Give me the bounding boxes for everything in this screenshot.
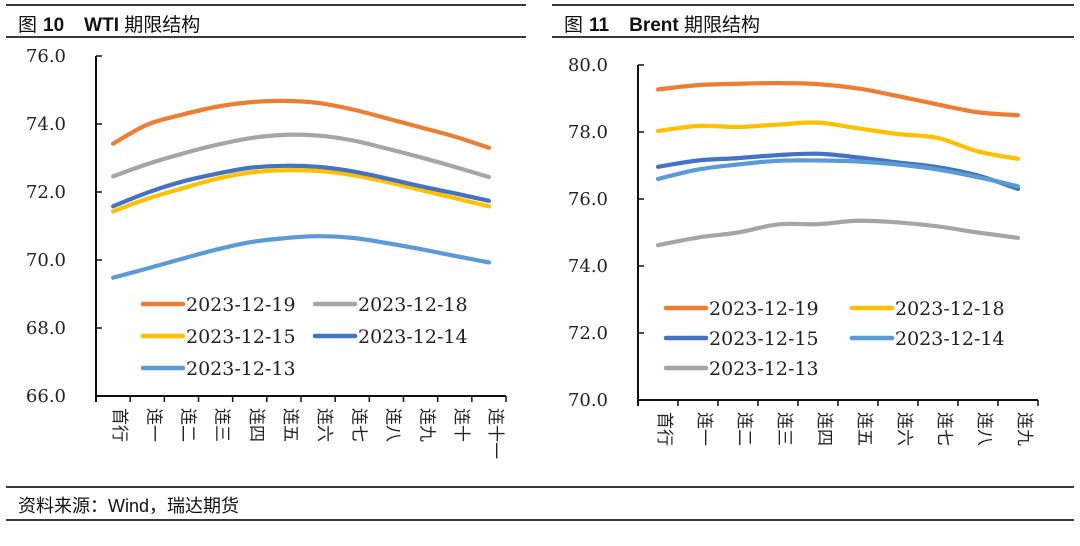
x-category-label: 首行: [109, 408, 129, 442]
series-line-2023-12-18: [110, 132, 492, 180]
series-line-2023-12-19: [110, 98, 492, 150]
y-tick-label: 70.0: [26, 250, 66, 271]
legend-item: 2023-12-18: [312, 294, 468, 316]
legend-item: 2023-12-19: [140, 294, 296, 316]
legend-label: 2023-12-14: [358, 326, 468, 348]
figure-title-brent: 图 11 Brent 期限结构: [564, 10, 760, 37]
x-category-label: 首行: [654, 412, 674, 446]
legend-label: 2023-12-13: [186, 358, 296, 380]
figure-number: 11: [589, 15, 610, 36]
series-line-2023-12-15: [110, 167, 492, 214]
x-category-label: 连四: [814, 412, 834, 446]
x-category-label: 连六: [894, 412, 914, 446]
legend-item: 2023-12-13: [140, 358, 296, 380]
x-category-label: 连四: [246, 408, 266, 442]
x-category-label: 连三: [774, 412, 794, 446]
series-line-2023-12-14: [655, 158, 1021, 189]
legend-label: 2023-12-15: [186, 326, 296, 348]
figure-title-wti: 图 10 WTI 期限结构: [18, 10, 200, 37]
legend-item: 2023-12-14: [312, 326, 468, 348]
legend-label: 2023-12-15: [709, 328, 819, 350]
y-tick-label: 72.0: [568, 323, 608, 344]
figure-prefix: 图: [564, 15, 584, 36]
brent-term-structure-chart: 70.0 72.0 74.0 76.0 78.0 80.0 首行 连一 连二 连三 连四 连五 连六 连七…: [568, 55, 1039, 446]
footer-bottom-rule: [6, 519, 1074, 521]
footer-top-rule: [6, 486, 1074, 488]
legend-item: 2023-12-15: [663, 328, 819, 350]
series-line-2023-12-18: [655, 120, 1021, 161]
x-category-label: 连五: [854, 412, 874, 446]
figure-name-cn: 期限结构: [684, 15, 761, 36]
header-bottom-rule-left: [6, 36, 526, 38]
legend-item: 2023-12-18: [849, 298, 1005, 320]
source-note: 资料来源：Wind，瑞达期货: [18, 496, 240, 516]
x-category-label: 连八: [974, 412, 994, 446]
y-tick-label: 76.0: [568, 189, 608, 210]
y-tick-label: 74.0: [26, 114, 66, 135]
header-top-rule-left: [6, 4, 526, 6]
x-category-label: 连九: [1014, 412, 1034, 446]
figure-number: 10: [43, 15, 65, 36]
x-category-label: 连十一: [485, 408, 505, 459]
series-line-2023-12-14: [110, 163, 492, 209]
figure-name-cn: 期限结构: [124, 15, 201, 36]
x-category-label: 连九: [417, 408, 437, 442]
x-category-label: 连八: [382, 408, 402, 442]
legend-label: 2023-12-19: [709, 298, 819, 320]
x-category-label: 连二: [734, 412, 754, 446]
legend-item: 2023-12-15: [140, 326, 296, 348]
y-tick-label: 72.0: [26, 182, 66, 203]
legend-label: 2023-12-14: [895, 328, 1005, 350]
x-category-label: 连七: [348, 408, 368, 442]
x-category-label: 连七: [934, 412, 954, 446]
y-tick-label: 80.0: [568, 55, 608, 76]
figure-name-en: Brent: [629, 15, 679, 36]
series-line-2023-12-13: [655, 218, 1021, 248]
x-category-label: 连五: [280, 408, 300, 442]
x-category-label: 连三: [212, 408, 232, 442]
legend-label: 2023-12-18: [358, 294, 468, 316]
x-category-label: 连一: [694, 412, 714, 446]
y-tick-label: 70.0: [568, 390, 608, 411]
legend-item: 2023-12-19: [663, 298, 819, 320]
x-category-label: 连一: [143, 408, 163, 442]
series-line-2023-12-15: [655, 151, 1021, 192]
wti-term-structure-chart: 66.0 68.0 70.0 72.0 74.0 76.0 首行 连一 连二 连三 连四 连五 连六 连七…: [26, 46, 507, 459]
header-bottom-rule-right: [552, 36, 1074, 38]
header-top-rule-right: [552, 4, 1074, 6]
x-category-label: 连二: [177, 408, 197, 442]
y-tick-label: 74.0: [568, 256, 608, 277]
y-tick-label: 68.0: [26, 318, 66, 339]
y-tick-label: 78.0: [568, 122, 608, 143]
legend-label: 2023-12-19: [186, 294, 296, 316]
figure-name-en: WTI: [84, 15, 119, 36]
x-category-label: 连六: [314, 408, 334, 442]
legend-item: 2023-12-13: [663, 358, 819, 380]
x-category-label: 连十: [451, 408, 471, 442]
legend-item: 2023-12-14: [849, 328, 1005, 350]
y-tick-label: 66.0: [26, 386, 66, 407]
legend-label: 2023-12-13: [709, 358, 819, 380]
figure-prefix: 图: [18, 15, 38, 36]
legend-label: 2023-12-18: [895, 298, 1005, 320]
series-line-2023-12-13: [110, 234, 492, 280]
y-tick-label: 76.0: [26, 46, 66, 67]
series-line-2023-12-19: [655, 80, 1021, 118]
